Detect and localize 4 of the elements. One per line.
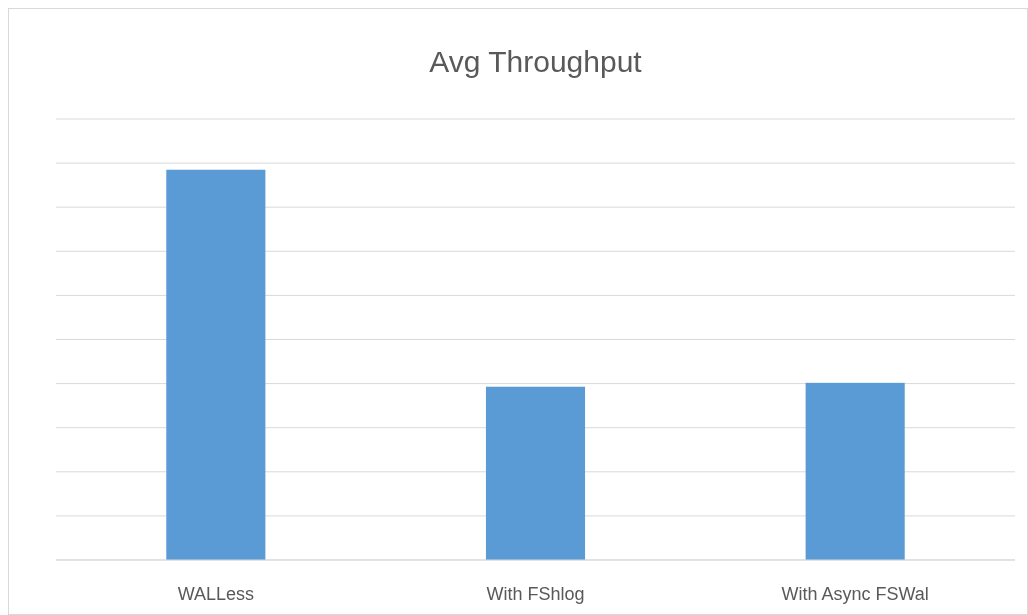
x-tick-label: WALLess: [177, 584, 255, 604]
chart-title: Avg Throughput: [429, 45, 643, 78]
x-tick-label: With Async FSWal: [781, 584, 929, 604]
x-tick-label: With FShlog: [486, 584, 585, 604]
